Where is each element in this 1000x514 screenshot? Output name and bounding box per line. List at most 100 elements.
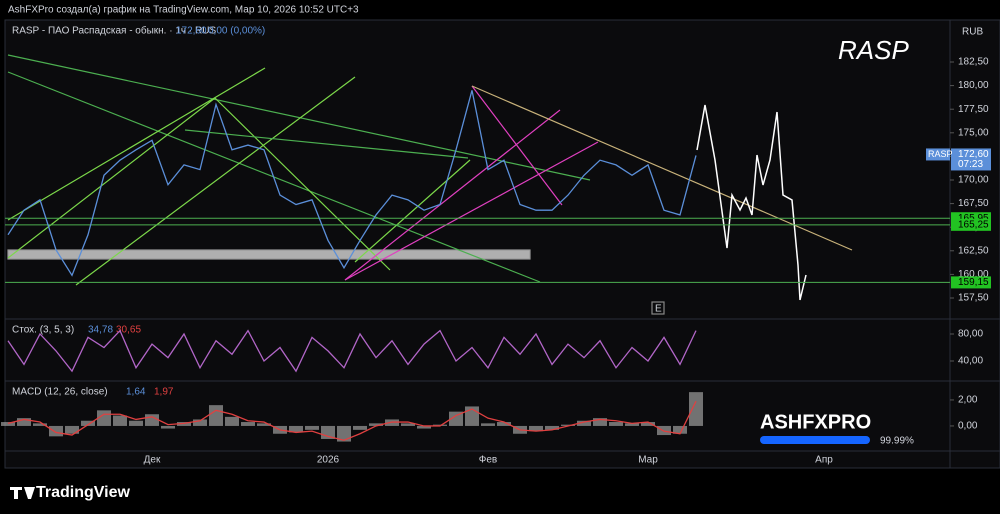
- macd-bar: [225, 416, 239, 426]
- macd-bar: [449, 411, 463, 426]
- macd-bar: [417, 425, 431, 429]
- symbol-price: 172,60: [176, 26, 207, 37]
- x-tick-label: Мар: [638, 455, 658, 466]
- trend-line: [7, 54, 591, 181]
- y-tick-label: 40,00: [958, 356, 983, 367]
- macd-bar: [625, 423, 639, 426]
- drawings: [7, 54, 853, 315]
- trend-line: [344, 109, 561, 281]
- y-tick-label: 160,00: [958, 269, 989, 280]
- level-label: 165,95: [958, 213, 989, 224]
- watermark-bar: [760, 436, 870, 444]
- watermark-percent: 99.99%: [880, 436, 914, 447]
- macd-bar: [641, 422, 655, 426]
- macd-bar: [65, 425, 79, 434]
- big-title: RASP: [838, 35, 909, 65]
- stoch-line: [7, 329, 697, 373]
- y-tick-label: 2,00: [958, 395, 978, 406]
- x-tick-label: 2026: [317, 455, 340, 466]
- macd-bar: [673, 425, 687, 434]
- macd-bar: [609, 422, 623, 426]
- y-tick-label: 175,00: [958, 127, 989, 138]
- trend-line: [7, 97, 216, 259]
- logo: TradingView: [36, 484, 131, 501]
- price-timer: 07:23: [958, 159, 983, 170]
- price-name-tag: [926, 148, 950, 161]
- macd-bar: [209, 405, 223, 426]
- legend-value: 30,65: [116, 325, 141, 336]
- y-tick-label: 182,50: [958, 57, 989, 68]
- x-tick-label: Фев: [479, 455, 497, 466]
- level-label: 159,15: [958, 277, 989, 288]
- event-box: [651, 301, 665, 315]
- trend-line: [344, 141, 599, 281]
- y-tick-label: 157,50: [958, 293, 989, 304]
- zone: [7, 249, 531, 260]
- macd-bar: [337, 425, 351, 442]
- macd-bar: [17, 418, 31, 426]
- price-name: RASP: [928, 149, 953, 159]
- trend-line: [471, 85, 853, 251]
- macd-bar: [145, 414, 159, 426]
- x-tick-label: Апр: [815, 455, 833, 466]
- symbol-info: RASP - ПАО Распадская - обыкн. · 1ч · RU…: [12, 25, 216, 37]
- macd-bar: [241, 422, 255, 426]
- trend-line: [184, 129, 469, 159]
- header: AshFXPro создал(а) график на TradingView…: [8, 4, 359, 16]
- y-tick-label: 167,50: [958, 198, 989, 209]
- macd-bar: [497, 422, 511, 426]
- macd-bar: [129, 420, 143, 426]
- logo-icon: [10, 487, 35, 499]
- macd-bar: [545, 425, 559, 430]
- price-label: 172,60: [958, 149, 989, 160]
- macd-bar: [49, 425, 63, 437]
- macd-bar: [529, 425, 543, 432]
- macd-bar: [193, 419, 207, 426]
- level-tag: [951, 218, 991, 231]
- price-tag: [951, 148, 991, 171]
- legend-value: 1,97: [154, 387, 174, 398]
- macd-bar: [81, 420, 95, 426]
- macd-bar: [369, 423, 383, 426]
- level-label: 165,25: [958, 219, 989, 230]
- macd-bar: [257, 423, 271, 426]
- y-tick-label: 177,50: [958, 104, 989, 115]
- price-line: [7, 90, 697, 277]
- macd-bar: [353, 425, 367, 430]
- trend-line: [354, 159, 471, 263]
- macd-bar: [289, 425, 303, 433]
- macd-bar: [1, 422, 15, 426]
- macd-bar: [161, 425, 175, 429]
- macd-bar: [401, 423, 415, 426]
- y-tick-label: 170,00: [958, 175, 989, 186]
- panel: [4, 19, 1000, 469]
- trend-line: [7, 67, 266, 221]
- macd-bar: [481, 423, 495, 426]
- pane-title: Стох. (3, 5, 3): [12, 325, 74, 336]
- symbol-change: 0,00 (0,00%): [208, 26, 265, 37]
- legend-value: 1,64: [126, 387, 146, 398]
- trend-line: [214, 97, 391, 271]
- y-tick-label: 180,00: [958, 80, 989, 91]
- macd-bar: [689, 392, 703, 426]
- trend-line: [471, 85, 563, 206]
- currency: RUB: [962, 27, 983, 38]
- pane-title: MACD (12, 26, close): [12, 387, 108, 398]
- macd-bar: [113, 415, 127, 426]
- level-tag: [951, 276, 991, 289]
- y-tick-label: 162,50: [958, 245, 989, 256]
- legend-value: 34,78: [88, 325, 113, 336]
- trend-line: [75, 76, 356, 286]
- macd-line: [7, 400, 697, 441]
- macd-bar: [305, 425, 319, 430]
- macd-bar: [33, 423, 47, 426]
- x-tick-label: Дек: [144, 455, 161, 466]
- event-marker: E: [655, 304, 662, 315]
- watermark: ASHFXPRO: [760, 411, 871, 433]
- macd-bar: [577, 420, 591, 426]
- y-tick-label: 80,00: [958, 329, 983, 340]
- y-tick-label: 0,00: [958, 421, 978, 432]
- macd-bar: [593, 418, 607, 426]
